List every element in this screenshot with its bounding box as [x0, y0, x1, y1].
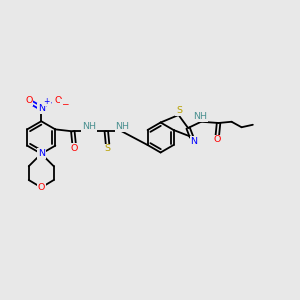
Text: +: +: [44, 97, 50, 106]
Text: NH: NH: [115, 122, 129, 131]
Text: O: O: [38, 183, 45, 192]
Text: O: O: [54, 96, 62, 105]
Text: O: O: [25, 96, 32, 105]
Text: O: O: [214, 136, 221, 145]
Text: NH: NH: [194, 112, 208, 121]
Text: NH: NH: [82, 122, 96, 131]
Text: S: S: [105, 144, 111, 153]
Text: −: −: [61, 100, 68, 109]
Text: N: N: [190, 137, 198, 146]
Text: N: N: [38, 149, 45, 158]
Text: O: O: [70, 144, 78, 153]
Text: N: N: [38, 104, 45, 113]
Text: S: S: [176, 106, 182, 115]
